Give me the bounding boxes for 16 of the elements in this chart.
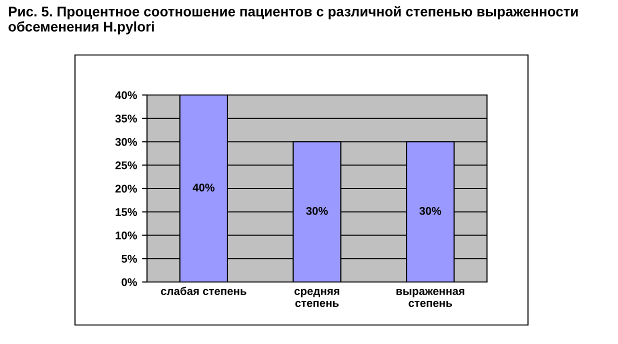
y-tick-label: 0% xyxy=(122,278,137,286)
y-tick-label: 15% xyxy=(116,208,137,216)
y-tick-label: 25% xyxy=(115,161,137,170)
x-tick-label: средняя степень xyxy=(294,288,340,307)
y-tick-label: 35% xyxy=(115,114,137,123)
chart-title: Рис. 5. Процентное соотношение пациентов с различной степенью выраженности обсеменения H.pylori xyxy=(8,6,578,34)
y-tick-label: 40% xyxy=(115,91,137,100)
y-tick-label: 30% xyxy=(115,138,137,146)
data-label: 30% xyxy=(419,206,442,215)
data-label: 40% xyxy=(192,184,214,192)
data-label: 30% xyxy=(306,206,328,215)
x-tick-label: выраженная степень xyxy=(396,288,464,307)
y-tick-label: 5% xyxy=(122,254,137,263)
y-tick-label: 10% xyxy=(116,232,137,240)
y-tick-label: 20% xyxy=(115,184,137,193)
x-tick-label: слабая степень xyxy=(160,286,246,296)
